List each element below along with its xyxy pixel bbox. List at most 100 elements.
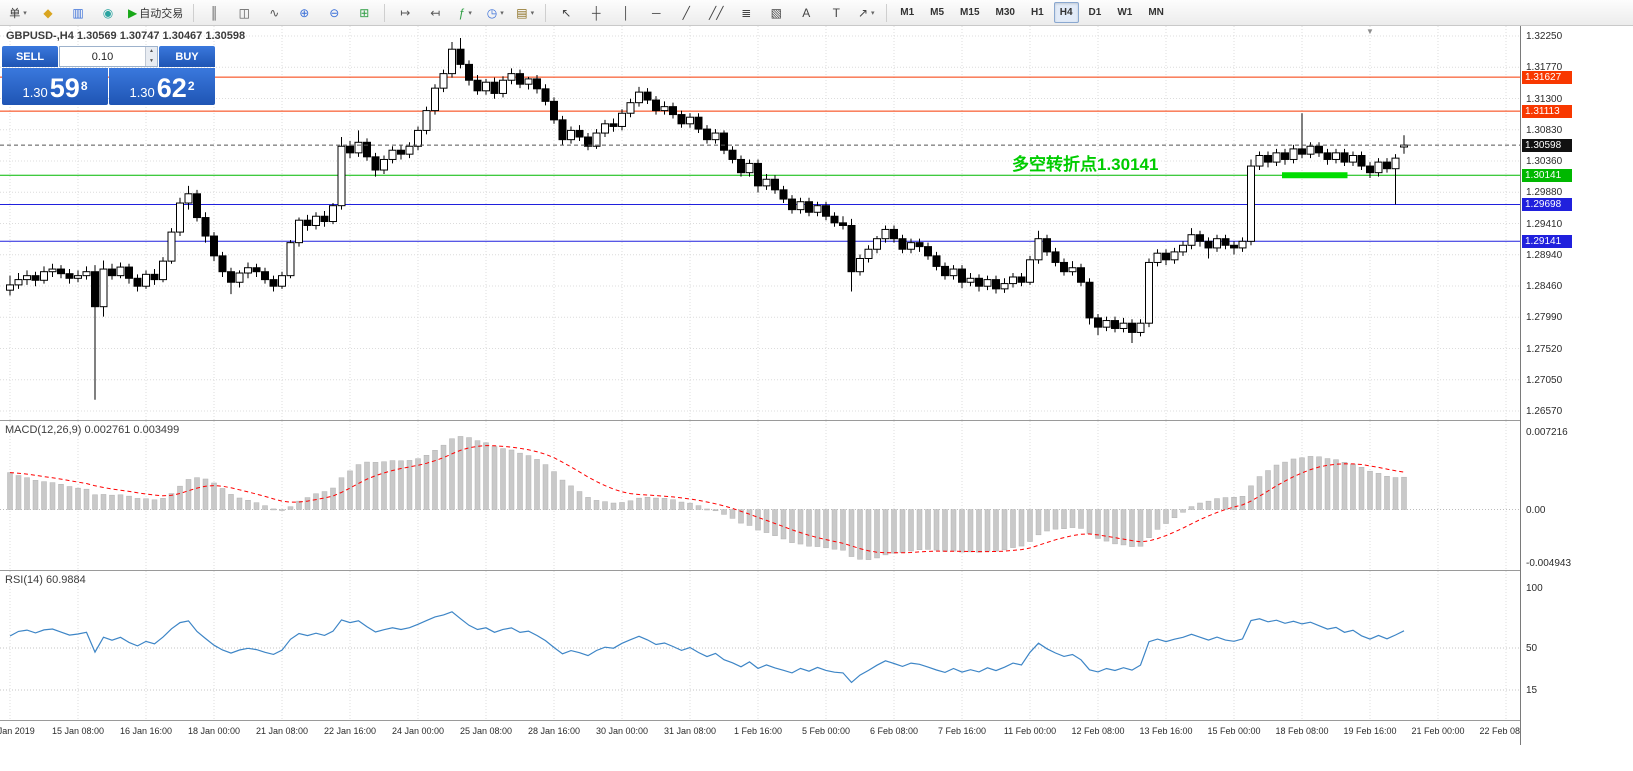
- timeframe-h4-button[interactable]: H4: [1053, 2, 1079, 23]
- horizontal-line-icon[interactable]: ─: [651, 5, 661, 20]
- profile-icon[interactable]: ◉: [102, 5, 114, 20]
- time-axis-label: 25 Jan 08:00: [459, 726, 513, 736]
- fibonacci-icon[interactable]: ≣: [741, 5, 752, 20]
- price-axis-label: -0.004943: [1526, 557, 1572, 569]
- timeframe-h1-button[interactable]: H1: [1030, 7, 1044, 18]
- zoom-in-icon[interactable]: ⊕: [299, 5, 310, 20]
- price-axis-label: 1.27520: [1526, 343, 1563, 355]
- time-axis-label: 15 Jan 08:00: [51, 726, 105, 736]
- price-tag: 1.30598: [1522, 138, 1572, 152]
- rsi-indicator-panel[interactable]: [0, 571, 1520, 720]
- buy-button[interactable]: 1.30 62 2: [109, 68, 215, 105]
- toolbar-separator: [384, 3, 386, 22]
- crosshair-icon[interactable]: ┼: [591, 5, 601, 20]
- timeframe-m15-button[interactable]: M15: [960, 7, 980, 18]
- price-axis-label: 1.28460: [1526, 281, 1563, 292]
- price-axis-label: 1.30360: [1526, 156, 1563, 167]
- bid-price-big: 59: [49, 73, 80, 103]
- channel-icon[interactable]: ╱╱: [709, 5, 724, 20]
- timeframe-m30-button[interactable]: M30: [995, 7, 1015, 18]
- price-axis-label: 1.27990: [1526, 312, 1563, 324]
- templates-icon[interactable]: ▤ ▾: [516, 5, 535, 20]
- timeframe-w1-button[interactable]: W1: [1117, 7, 1133, 18]
- bid-price-main: 1.30: [22, 84, 48, 100]
- toolbar-separator: [193, 3, 195, 22]
- auto-scroll-icon[interactable]: ↦: [400, 5, 411, 20]
- time-axis-label: 12 Feb 08:00: [1071, 726, 1125, 736]
- sell-button-label[interactable]: SELL: [2, 46, 58, 67]
- price-axis-label: 1.29410: [1526, 218, 1563, 230]
- price-axis-label: 0.007216: [1526, 426, 1568, 438]
- panel-divider-macd[interactable]: [0, 420, 1633, 421]
- price-axis-label: 100: [1526, 583, 1543, 595]
- volume-increase-button[interactable]: ▲: [146, 47, 157, 57]
- volume-decrease-button[interactable]: ▼: [146, 56, 157, 66]
- price-axis-label: 1.31300: [1526, 93, 1563, 105]
- arrows-icon[interactable]: ↗ ▾: [857, 5, 875, 20]
- timeframe-mn-button[interactable]: MN: [1148, 7, 1164, 18]
- price-tag: 1.31627: [1522, 70, 1572, 84]
- buy-button-label[interactable]: BUY: [159, 46, 215, 67]
- timeframe-d1-button[interactable]: D1: [1088, 7, 1102, 18]
- price-axis-label: 0.00: [1526, 504, 1546, 516]
- time-axis-divider: [0, 720, 1633, 721]
- new-order-icon[interactable]: ◆: [43, 5, 53, 20]
- panel-divider-rsi[interactable]: [0, 570, 1633, 571]
- bid-price-pip: 8: [80, 79, 88, 93]
- time-axis-label: 16 Jan 16:00: [119, 726, 173, 736]
- time-axis-label: 1 Feb 16:00: [733, 726, 783, 736]
- time-axis-label: 28 Jan 16:00: [527, 726, 581, 736]
- toolbar-separator: [886, 3, 888, 22]
- macd-label: MACD(12,26,9) 0.002761 0.003499: [5, 424, 180, 436]
- orders-menu[interactable]: 单 ▾: [9, 7, 27, 20]
- line-chart-icon[interactable]: ∿: [269, 5, 280, 20]
- timeframe-m1-button[interactable]: M1: [900, 7, 915, 18]
- candlestick-chart-icon[interactable]: ◫: [238, 5, 250, 20]
- bar-chart-icon[interactable]: ║: [209, 5, 219, 20]
- trendline-icon[interactable]: ╱: [682, 5, 690, 20]
- toolbar: 单 ▾ ◆ ▥ ◉ ▶ 自动交易 ║ ◫ ∿ ⊕ ⊖ ⊞ ↦ ↤ ƒ ▾ ◷ ▾ ▤ ▾ ↖ ┼ │ ─ ╱ ╱╱ ≣ ▧ A T ↗ ▾ M1 M…: [0, 0, 1633, 26]
- price-axis-label: 1.31770: [1526, 62, 1563, 74]
- shapes-icon[interactable]: ▧: [770, 5, 782, 20]
- time-axis-label: 13 Feb 16:00: [1139, 726, 1193, 736]
- price-tag: 1.31113: [1522, 104, 1572, 118]
- autotrading-button[interactable]: ▶ 自动交易: [128, 5, 184, 20]
- cursor-icon[interactable]: ↖: [561, 5, 572, 20]
- zoom-out-icon[interactable]: ⊖: [329, 5, 340, 20]
- time-axis[interactable]: 14 Jan 2019 15 Jan 08:00 16 Jan 16:00 18 Ja…: [0, 721, 1533, 747]
- ask-price-main: 1.30: [129, 84, 155, 100]
- tile-windows-icon[interactable]: ⊞: [359, 5, 370, 20]
- volume-input[interactable]: [60, 49, 145, 64]
- vertical-line-icon[interactable]: │: [622, 5, 630, 20]
- toolbar-separator: [545, 3, 547, 22]
- price-axis[interactable]: 1.32250 1.31770 1.31300 1.30830 1.30360 1.298…: [1520, 26, 1633, 745]
- chart-shift-icon[interactable]: ↤: [430, 5, 441, 20]
- macd-indicator-panel[interactable]: [0, 421, 1520, 570]
- text-label-icon[interactable]: T: [832, 5, 840, 20]
- time-axis-label: 22 Jan 16:00: [323, 726, 377, 736]
- price-axis-label: 1.32250: [1526, 31, 1563, 42]
- time-axis-label: 21 Feb 00:00: [1411, 726, 1465, 736]
- price-chart[interactable]: [0, 26, 1520, 420]
- time-axis-label: 11 Feb 00:00: [1003, 726, 1057, 736]
- timeframe-m5-button[interactable]: M5: [930, 7, 945, 18]
- periods-icon[interactable]: ◷ ▾: [486, 5, 504, 20]
- time-axis-label: 18 Feb 08:00: [1275, 726, 1329, 736]
- price-tag: 1.29698: [1522, 197, 1572, 211]
- time-axis-label: 5 Feb 00:00: [801, 726, 851, 736]
- time-axis-label: 7 Feb 16:00: [937, 726, 987, 736]
- sell-button[interactable]: 1.30 59 8: [2, 68, 108, 105]
- price-tag: 1.30141: [1522, 168, 1572, 182]
- price-axis-label: 1.29880: [1526, 187, 1563, 199]
- text-icon[interactable]: A: [802, 5, 811, 20]
- rsi-label: RSI(14) 60.9884: [5, 574, 86, 586]
- time-axis-label: 21 Jan 08:00: [255, 726, 309, 736]
- time-axis-label: 31 Jan 08:00: [663, 726, 717, 736]
- indicators-icon[interactable]: ƒ ▾: [458, 5, 472, 20]
- ask-price-big: 62: [156, 73, 187, 103]
- chart-window-icon[interactable]: ▥: [72, 5, 84, 20]
- price-axis-label: 1.26570: [1526, 406, 1563, 417]
- chart-shift-marker-icon[interactable]: ▼: [1366, 27, 1374, 36]
